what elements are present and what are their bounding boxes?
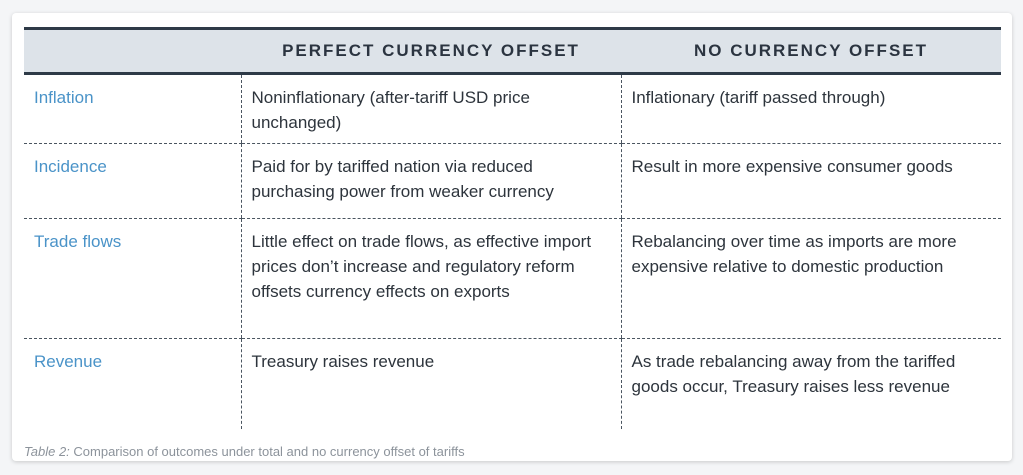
table-caption: Table 2: Comparison of outcomes under to… xyxy=(24,444,465,459)
table-card: PERFECT CURRENCY OFFSET NO CURRENCY OFFS… xyxy=(12,13,1012,461)
header-perfect-currency-offset: PERFECT CURRENCY OFFSET xyxy=(241,27,621,75)
cell-perfect-offset: Treasury raises revenue xyxy=(240,338,621,429)
cell-no-offset: Rebalancing over time as imports are mor… xyxy=(620,218,1001,339)
header-no-currency-offset: NO CURRENCY OFFSET xyxy=(621,27,1001,75)
table-row-incidence: Incidence Paid for by tariffed nation vi… xyxy=(24,143,1001,219)
row-label: Incidence xyxy=(24,143,241,219)
table-row-trade-flows: Trade flows Little effect on trade flows… xyxy=(24,218,1001,339)
cell-no-offset: As trade rebalancing away from the tarif… xyxy=(620,338,1001,429)
comparison-table-wrapper: PERFECT CURRENCY OFFSET NO CURRENCY OFFS… xyxy=(24,27,1001,429)
row-label: Revenue xyxy=(34,352,103,371)
cell-perfect-offset: Noninflationary (after-tariff USD price … xyxy=(240,73,621,144)
header-empty-cell xyxy=(24,27,241,75)
caption-prefix: Table 2: xyxy=(24,444,70,459)
table-row-revenue: Revenue Treasury raises revenue As trade… xyxy=(24,338,1001,429)
comparison-table: PERFECT CURRENCY OFFSET NO CURRENCY OFFS… xyxy=(24,27,1001,429)
cell-no-offset: Result in more expensive consumer goods xyxy=(620,143,1001,219)
cell-perfect-offset: Paid for by tariffed nation via reduced … xyxy=(240,143,621,219)
row-label: Trade flows xyxy=(24,218,241,339)
row-label: Inflation xyxy=(24,73,241,144)
table-header-row: PERFECT CURRENCY OFFSET NO CURRENCY OFFS… xyxy=(24,27,1001,75)
cell-no-offset: Inflationary (tariff passed through) xyxy=(620,73,1001,144)
cell-perfect-offset: Little effect on trade flows, as effecti… xyxy=(240,218,621,339)
caption-text: Comparison of outcomes under total and n… xyxy=(69,444,465,459)
table-row-inflation: Inflation Noninflationary (after-tariff … xyxy=(24,73,1001,144)
